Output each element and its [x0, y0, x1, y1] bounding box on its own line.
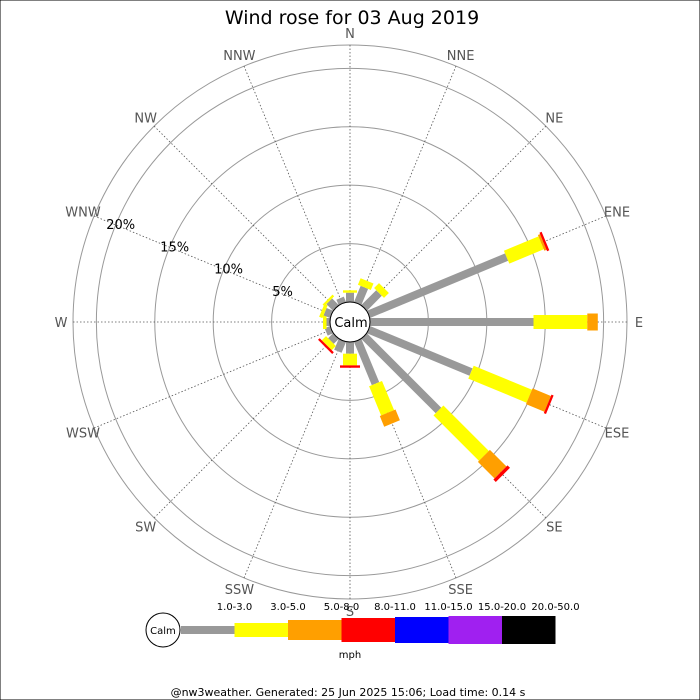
legend-bin-label: 3.0-5.0 [270, 602, 305, 613]
legend-swatch-5.0-8.0 [288, 620, 342, 640]
direction-label: ENE [604, 205, 630, 220]
petal-segment-n-3.0-5.0 [343, 290, 357, 292]
petal-segment-e-5.0-8.0 [587, 314, 598, 331]
direction-label: ESE [605, 427, 630, 442]
petal-segment-s-8.0-11.0 [340, 365, 360, 367]
direction-label: NW [134, 112, 157, 127]
chart-title: Wind rose for 03 Aug 2019 [225, 7, 479, 29]
direction-label: NNE [447, 49, 475, 64]
legend-bin-label: 1.0-3.0 [217, 602, 252, 613]
petal-segment-w-3.0-5.0 [323, 315, 327, 329]
legend-swatch-1.0-3.0 [181, 626, 235, 634]
petal-segment-e-1.0-3.0 [370, 318, 534, 326]
direction-label: SSW [225, 583, 255, 598]
direction-label: W [55, 316, 68, 331]
legend-bin-label: 5.0-8.0 [324, 602, 359, 613]
footer-text: @nw3weather. Generated: 25 Jun 2025 15:0… [171, 686, 526, 699]
legend-bin-label: 8.0-11.0 [374, 602, 416, 613]
legend-bin-label: 11.0-15.0 [424, 602, 472, 613]
direction-label: E [635, 316, 643, 331]
legend-bin-label: 15.0-20.0 [478, 602, 526, 613]
ring-label: 20% [106, 218, 135, 233]
legend-calm-label: Calm [150, 626, 176, 637]
legend-unit-label: mph [339, 650, 361, 661]
petal-segment-s-3.0-5.0 [343, 354, 357, 366]
direction-label: WSW [66, 427, 100, 442]
petal-segment-s-1.0-3.0 [346, 342, 354, 354]
direction-label: NNW [223, 49, 255, 64]
petal-segment-e-3.0-5.0 [534, 315, 588, 329]
direction-label: SE [546, 520, 562, 535]
direction-label: WNW [65, 205, 101, 220]
legend-bin-label: 20.0-50.0 [531, 602, 579, 613]
direction-label: N [345, 27, 355, 42]
ring-label: 15% [160, 240, 189, 255]
legend-swatch-20.0-50.0 [502, 616, 556, 644]
direction-label: SW [135, 520, 156, 535]
legend-swatch-8.0-11.0 [342, 618, 396, 642]
calm-center: Calm [330, 302, 370, 342]
calm-label: Calm [334, 316, 367, 331]
ring-label: 10% [214, 263, 243, 278]
legend-swatch-3.0-5.0 [235, 623, 289, 637]
legend-swatch-11.0-15.0 [395, 617, 449, 643]
legend-swatch-15.0-20.0 [449, 616, 503, 644]
direction-label: SSE [448, 583, 473, 598]
ring-label: 5% [272, 285, 293, 300]
petal-segment-n-1.0-3.0 [346, 293, 354, 302]
petal-segment-w-1.0-3.0 [327, 318, 331, 326]
direction-label: NE [545, 112, 563, 127]
